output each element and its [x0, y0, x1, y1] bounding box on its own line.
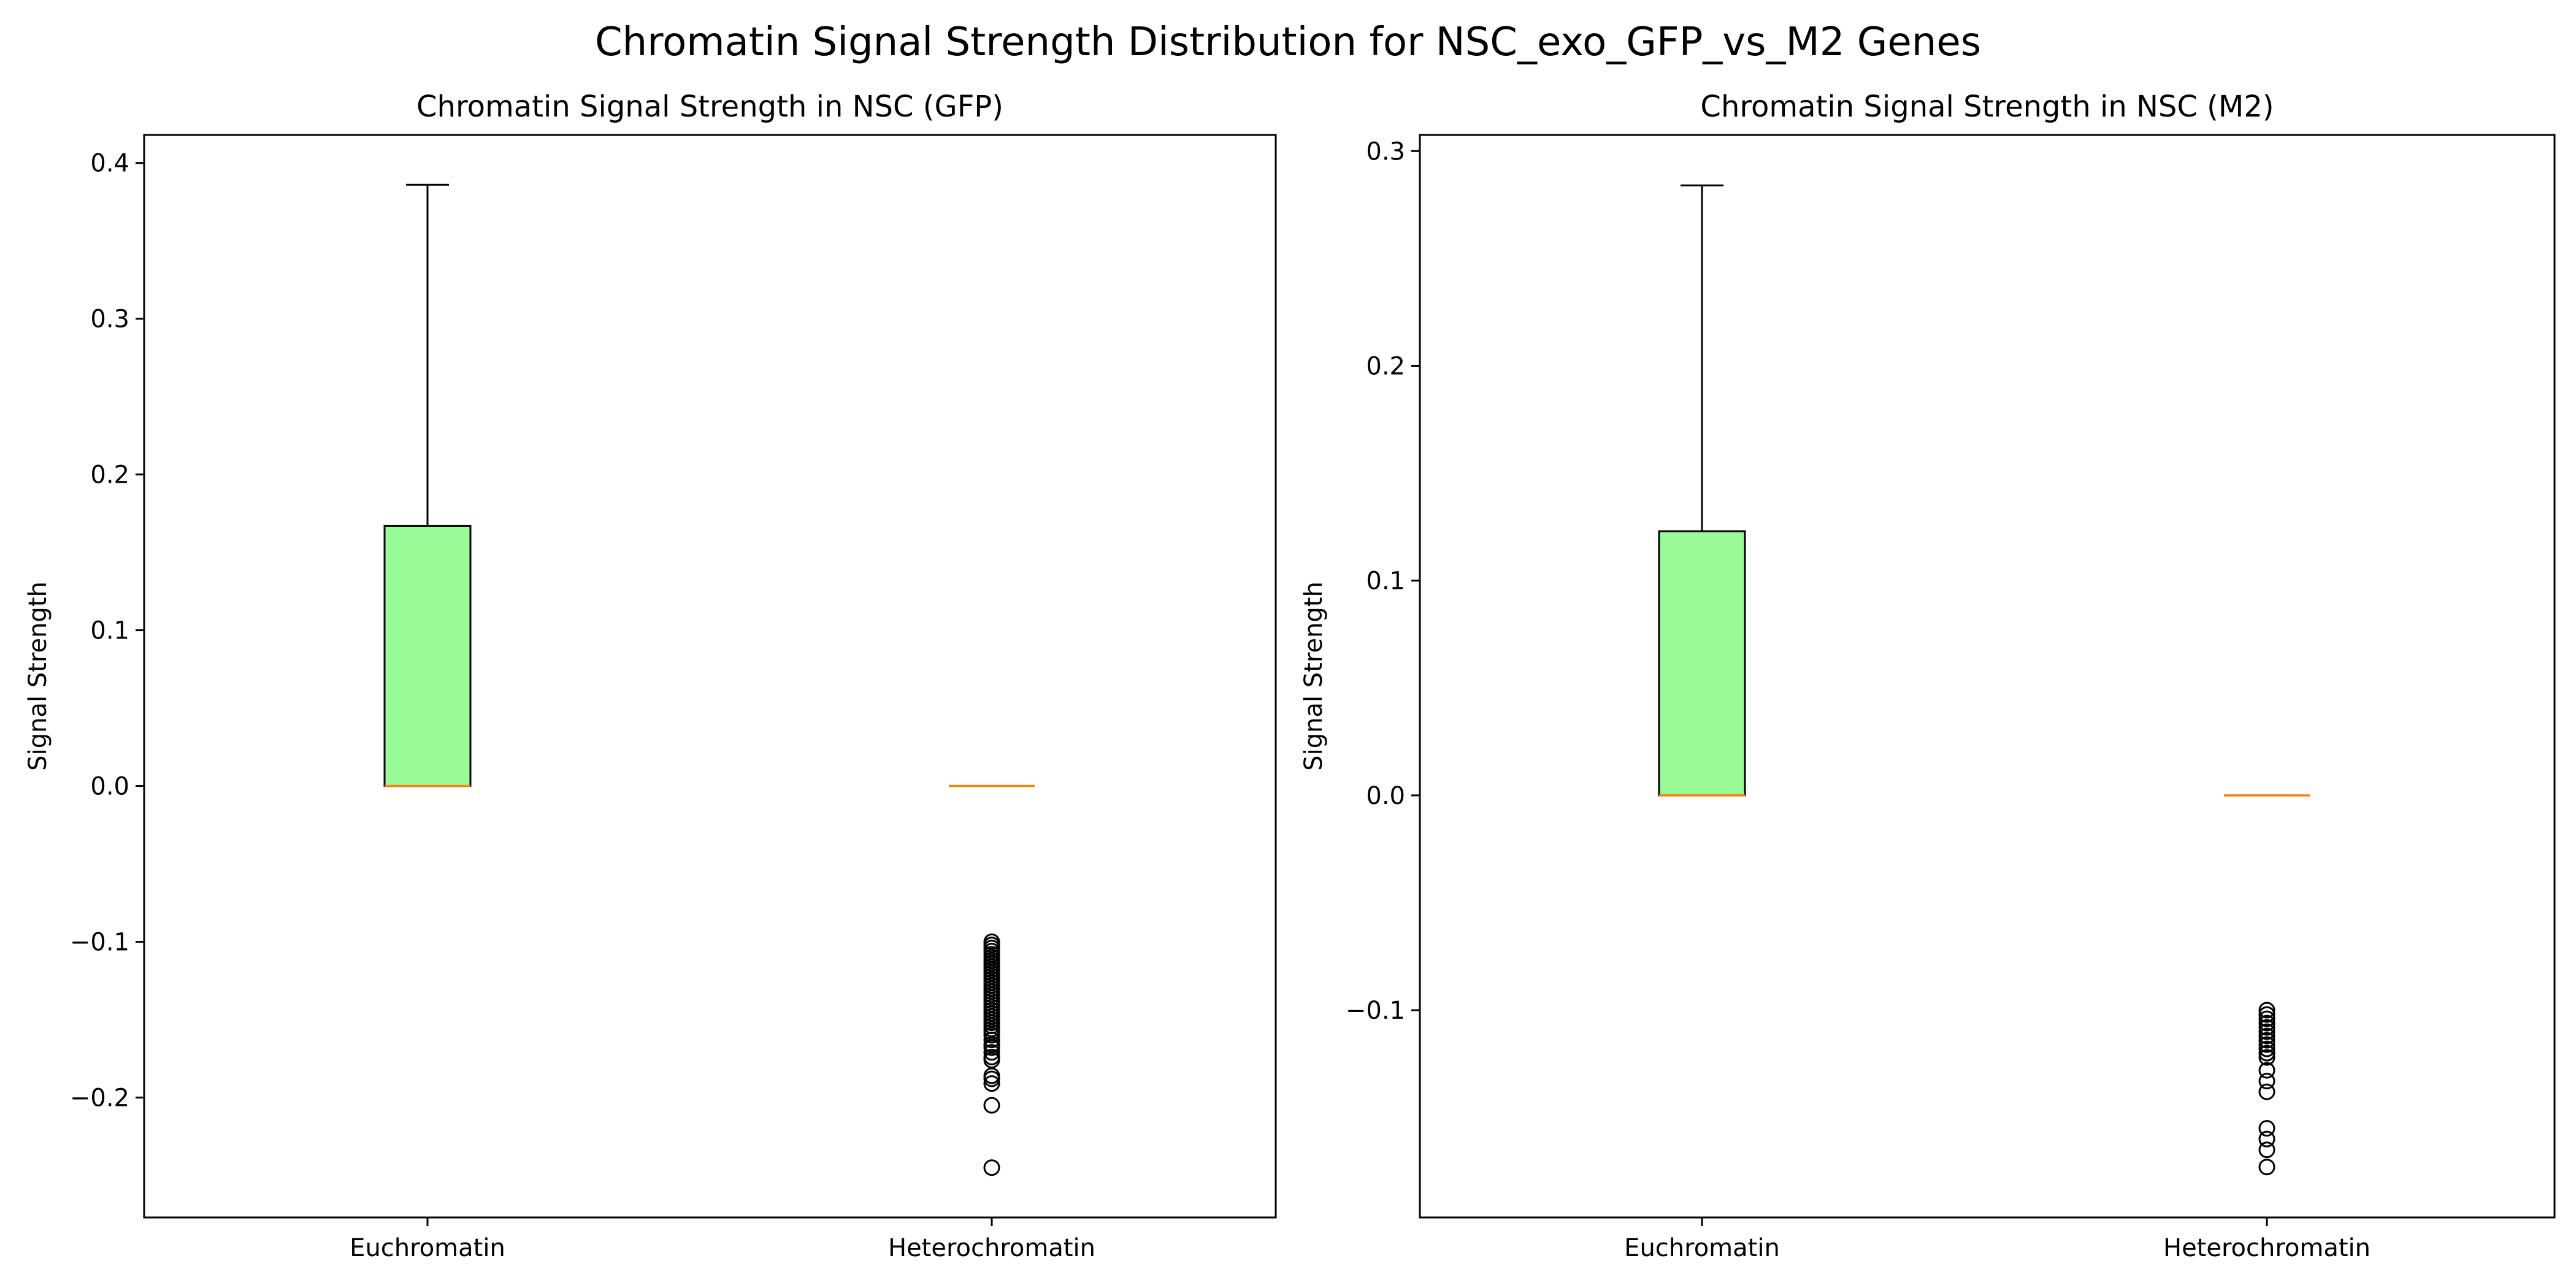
- x-tick-label: Euchromatin: [350, 1234, 505, 1262]
- outlier-point: [2258, 1040, 2275, 1057]
- outlier-point: [2258, 1027, 2275, 1045]
- box-euchromatin: [1658, 184, 1746, 797]
- outlier-point: [983, 1097, 1000, 1114]
- outlier-point: [2258, 1159, 2275, 1176]
- y-tick-label: 0.3: [90, 305, 129, 334]
- outlier-point: [983, 1039, 1000, 1056]
- outlier-point: [2258, 1049, 2275, 1066]
- outlier-point: [2258, 1045, 2275, 1062]
- outlier-point: [2258, 1062, 2275, 1079]
- outlier-point: [983, 1159, 1000, 1176]
- outlier-point: [2258, 1002, 2275, 1019]
- outlier-point: [983, 1075, 1000, 1092]
- outlier-point: [2258, 1010, 2275, 1027]
- y-axis-label: Signal Strength: [1300, 581, 1328, 771]
- y-tick-label: 0.0: [1366, 782, 1405, 810]
- outlier-point: [2258, 1019, 2275, 1036]
- axes-frame-gfp: [143, 134, 1277, 1219]
- y-tick-label: 0.2: [90, 461, 129, 489]
- y-tick-label: 0.2: [1366, 352, 1405, 380]
- y-tick-label: −0.1: [1346, 997, 1405, 1025]
- outlier-point: [2258, 1023, 2275, 1040]
- outlier-point: [2258, 1130, 2275, 1148]
- x-tick-label: Heterochromatin: [2163, 1234, 2371, 1262]
- panel-gfp: Chromatin Signal Strength in NSC (GFP) Si…: [24, 90, 1277, 1262]
- axes-frame-m2: [1419, 134, 2556, 1219]
- y-tick-label: 0.4: [90, 150, 129, 178]
- outlier-point: [983, 1027, 1000, 1044]
- axes-title: Chromatin Signal Strength in NSC (M2): [1700, 90, 2274, 124]
- outlier-point: [2258, 1120, 2275, 1137]
- y-tick-label: 0.3: [1366, 137, 1405, 166]
- outlier-point: [983, 1031, 1000, 1048]
- y-tick-label: 0.1: [90, 617, 129, 645]
- outlier-point: [2258, 1014, 2275, 1032]
- outlier-point: [983, 1044, 1000, 1061]
- figure-suptitle: Chromatin Signal Strength Distribution f…: [595, 20, 1981, 65]
- box-euchromatin: [383, 183, 472, 788]
- y-tick-label: 0.1: [1366, 567, 1405, 596]
- y-tick-label: −0.2: [70, 1084, 129, 1112]
- axes-title: Chromatin Signal Strength in NSC (GFP): [416, 90, 1003, 124]
- y-axis-label: Signal Strength: [24, 581, 52, 771]
- box-body: [1658, 530, 1746, 797]
- y-tick-label: −0.1: [70, 928, 129, 956]
- outlier-point: [2258, 1083, 2275, 1100]
- box-body: [383, 524, 472, 788]
- outlier-point: [2258, 1006, 2275, 1023]
- box-heterochromatin: [2224, 794, 2310, 1176]
- panel-m2: Chromatin Signal Strength in NSC (M2) Sig…: [1300, 90, 2556, 1262]
- box-heterochromatin: [949, 784, 1035, 1176]
- outlier-point: [2258, 1036, 2275, 1053]
- outlier-point: [2258, 1032, 2275, 1049]
- y-tick-label: 0.0: [90, 773, 129, 801]
- outlier-point: [2258, 1141, 2275, 1159]
- x-tick-label: Heterochromatin: [888, 1234, 1095, 1262]
- x-tick-label: Euchromatin: [1624, 1234, 1780, 1262]
- outlier-point: [2258, 1073, 2275, 1090]
- outlier-point: [983, 1070, 1000, 1087]
